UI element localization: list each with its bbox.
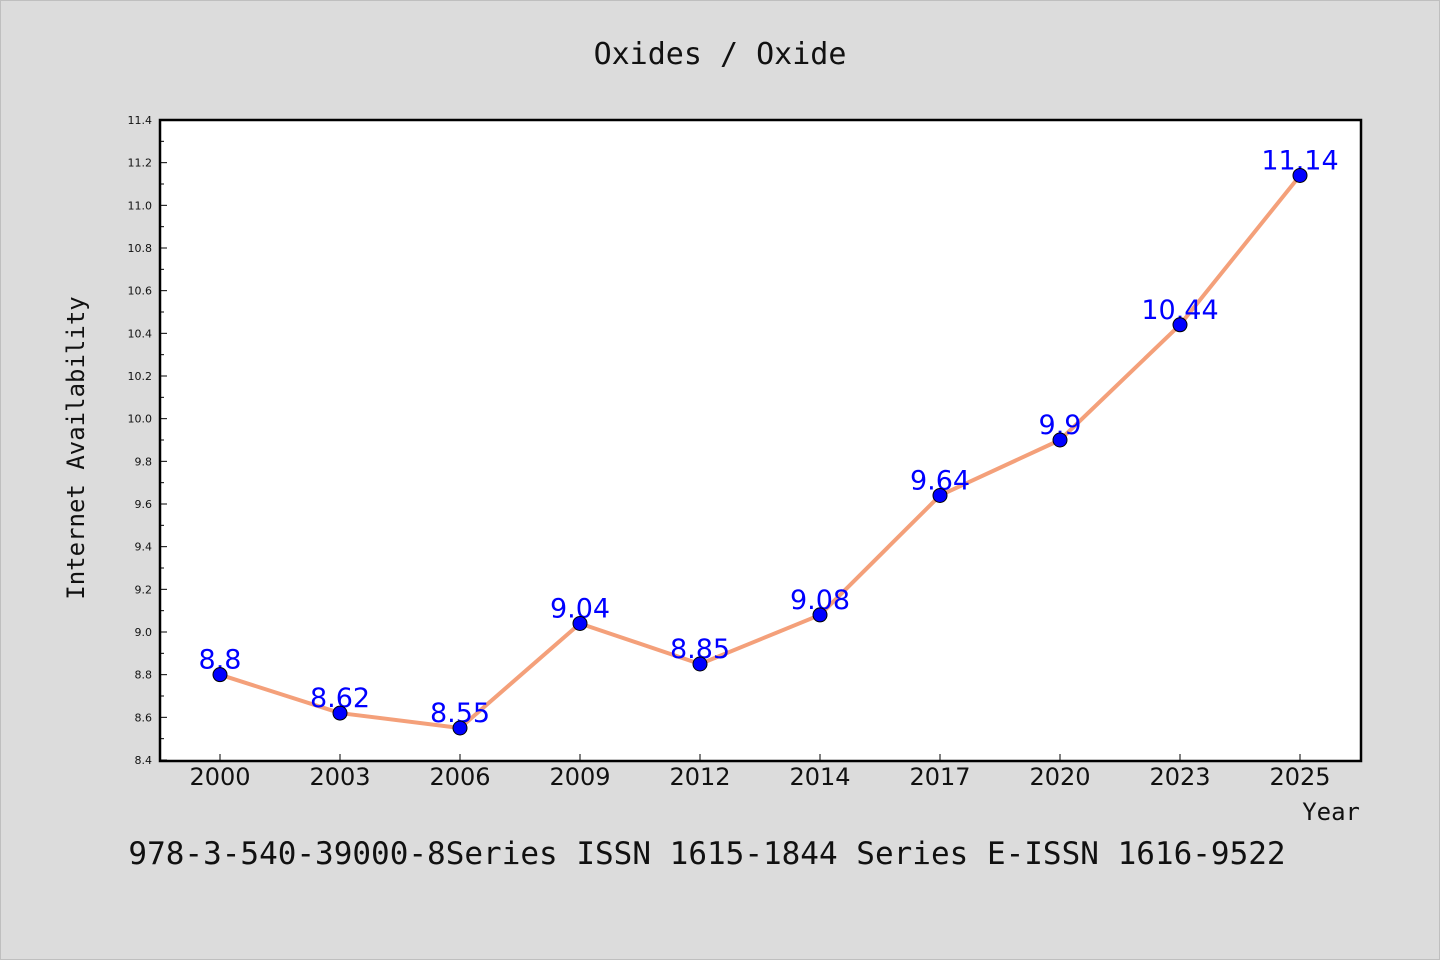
y-tick-label: 10.2 (128, 370, 153, 383)
y-tick-label: 11.4 (128, 114, 153, 127)
y-tick-label: 10.6 (128, 285, 153, 298)
data-point (812, 607, 828, 623)
plot-area (158, 118, 1363, 763)
y-tick-label: 9.4 (135, 541, 153, 554)
data-point (212, 667, 228, 683)
x-tick-label: 2017 (909, 763, 970, 791)
x-tick-label: 2020 (1029, 763, 1090, 791)
data-point (1292, 167, 1308, 183)
y-tick-label: 9.8 (135, 455, 153, 468)
chart-title: Oxides / Oxide (594, 37, 847, 72)
x-tick-label: 2003 (309, 763, 370, 791)
x-tick-label: 2000 (189, 763, 250, 791)
x-tick-label: 2014 (789, 763, 850, 791)
x-tick-label: 2009 (549, 763, 610, 791)
x-tick-label: 2012 (669, 763, 730, 791)
figure-caption: 978-3-540-39000-8Series ISSN 1615-1844 S… (128, 836, 1285, 872)
y-tick-label: 10.8 (128, 242, 153, 255)
series-line-group (218, 173, 1302, 730)
data-point (452, 720, 468, 736)
series-line (218, 173, 1302, 730)
series-markers (212, 167, 1308, 736)
data-point (572, 615, 588, 631)
y-tick-label: 8.8 (135, 669, 153, 682)
data-point (932, 487, 948, 503)
y-tick-label: 9.2 (135, 583, 153, 596)
y-tick-label: 9.6 (135, 498, 153, 511)
y-axis-ticks: 8.4 8.6 8.8 9.0 9.2 9.4 9.6 9.8 10.0 10.2 10.4 10.6… (128, 114, 167, 767)
data-point (332, 705, 348, 721)
data-point (1052, 432, 1068, 448)
y-axis-label: Internet Availability (62, 296, 90, 599)
x-tick-label: 2025 (1269, 763, 1330, 791)
y-tick-label: 10.0 (128, 413, 153, 426)
y-tick-label: 11.0 (128, 199, 153, 212)
x-axis-label: Year (1302, 798, 1360, 826)
y-tick-label: 9.0 (135, 626, 153, 639)
x-axis-ticks: 2000 2003 2006 2009 2012 2014 2017 2020 2023 2025 (189, 754, 1331, 791)
y-tick-label: 8.6 (135, 711, 153, 724)
y-tick-label: 11.2 (128, 157, 153, 170)
data-point (1172, 317, 1188, 333)
x-tick-label: 2006 (429, 763, 490, 791)
data-point (692, 656, 708, 672)
y-tick-label: 10.4 (128, 327, 153, 340)
x-tick-label: 2023 (1149, 763, 1210, 791)
y-tick-label: 8.4 (135, 754, 153, 767)
